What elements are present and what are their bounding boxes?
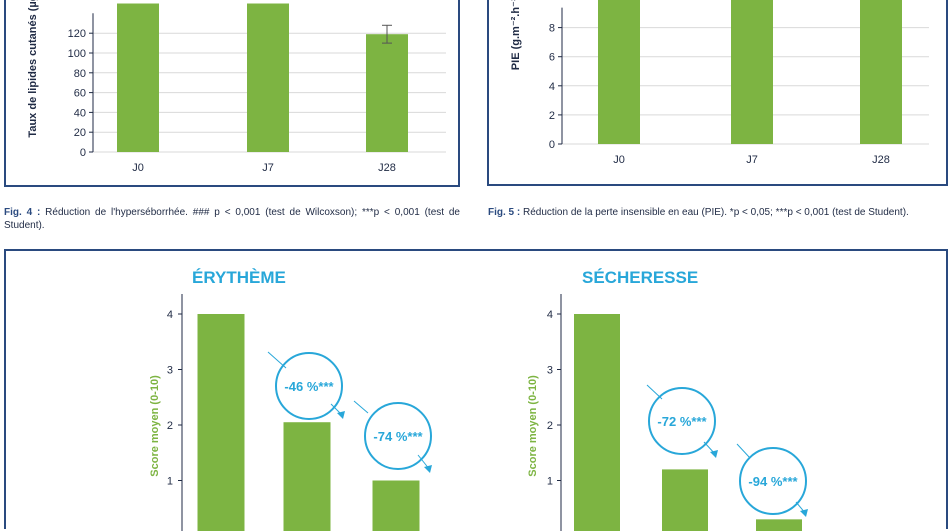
y-axis-title: Taux de lipides cutanés (µg.cm⁻²) xyxy=(27,0,39,138)
fig5-caption-text: Réduction de la perte insensible en eau … xyxy=(520,207,909,218)
bar-j0 xyxy=(574,314,620,531)
y-tick-label: 2 xyxy=(547,420,553,432)
y-tick-label: 80 xyxy=(74,68,86,80)
y-tick-label: 2 xyxy=(549,110,555,122)
bar-j7 xyxy=(662,469,708,531)
fig5-chart: 0 2 4 6 8 J0 J7 J28 PIE (g.m⁻².h⁻¹) xyxy=(489,0,950,188)
y-axis-title: Score moyen (0-10) xyxy=(527,375,539,477)
x-category-label: J0 xyxy=(132,162,144,174)
y-tick-label: 1 xyxy=(547,476,553,488)
bar-j7 xyxy=(731,0,773,144)
y-tick-label: 40 xyxy=(74,107,86,119)
bar-j0 xyxy=(117,4,159,153)
bar-j7 xyxy=(247,4,289,153)
bar-j0 xyxy=(598,0,640,144)
x-category-label: J28 xyxy=(872,154,890,166)
y-tick-label: 0 xyxy=(549,139,555,151)
reduction-label: -94 %*** xyxy=(748,474,798,489)
reduction-label: -72 %*** xyxy=(657,414,707,429)
y-tick-label: 4 xyxy=(547,309,553,321)
y-tick-label: 60 xyxy=(74,88,86,100)
fig4-caption-text: Réduction de l'hyperséborrhée. ### p < 0… xyxy=(4,207,460,231)
chart-title: SÉCHERESSE xyxy=(582,268,698,287)
x-category-label: J7 xyxy=(262,162,274,174)
fig5-caption-label: Fig. 5 : xyxy=(488,207,520,218)
arrow-line xyxy=(647,385,662,399)
y-tick-label: 4 xyxy=(549,81,555,93)
bar-j28 xyxy=(756,519,802,531)
y-tick-label: 6 xyxy=(549,52,555,64)
y-tick-label: 8 xyxy=(549,23,555,35)
y-tick-label: 20 xyxy=(74,127,86,139)
fig4-chart-panel: 0 20 40 60 80 100 120 J0 J7 J28 Taux de lipides cu… xyxy=(4,0,460,187)
x-category-label: J7 xyxy=(746,154,758,166)
fig5-chart-panel: 0 2 4 6 8 J0 J7 J28 PIE (g.m⁻².h⁻¹) xyxy=(487,0,948,186)
x-category-label: J28 xyxy=(378,162,396,174)
y-tick-label: 100 xyxy=(68,48,86,60)
y-tick-label: 0 xyxy=(80,147,86,159)
y-tick-label: 3 xyxy=(547,365,553,377)
arrowhead xyxy=(710,450,718,458)
fig4-caption: Fig. 4 : Réduction de l'hyperséborrhée. … xyxy=(4,206,460,232)
fig4-caption-label: Fig. 4 : xyxy=(4,207,40,218)
arrow-line xyxy=(737,444,750,458)
y-axis-title: PIE (g.m⁻².h⁻¹) xyxy=(510,0,522,70)
y-tick-label: 120 xyxy=(68,28,86,40)
fig4-chart: 0 20 40 60 80 100 120 J0 J7 J28 Taux de lipides cu… xyxy=(6,0,462,189)
fig5-caption: Fig. 5 : Réduction de la perte insensibl… xyxy=(488,206,946,219)
x-category-label: J0 xyxy=(613,154,625,166)
bar-j28 xyxy=(366,34,408,152)
bar-j28 xyxy=(860,0,902,144)
dryness-chart: 1 2 3 4 Score moyen (0-10) SÉCHERESSE -72 %***… xyxy=(6,251,950,531)
